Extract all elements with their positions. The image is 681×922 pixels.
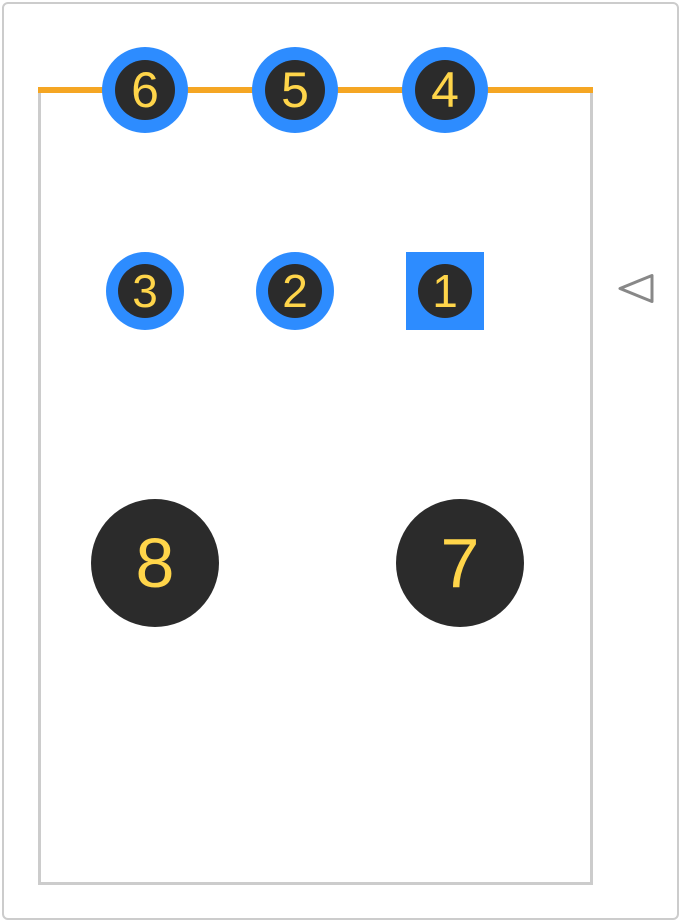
pin-5: 5 <box>252 47 338 133</box>
pin-8: 8 <box>91 499 219 627</box>
pin-6: 6 <box>102 47 188 133</box>
pin-5-label: 5 <box>281 65 309 115</box>
outline-left <box>38 90 41 885</box>
pin-1: 1 <box>406 252 484 330</box>
pin-1-label: 1 <box>432 268 458 314</box>
pin-2: 2 <box>256 252 334 330</box>
component-outline <box>38 90 593 885</box>
pin-7-label: 7 <box>441 528 480 598</box>
pin-7: 7 <box>396 499 524 627</box>
pin-4-label: 4 <box>431 65 459 115</box>
pin-2-label: 2 <box>282 268 308 314</box>
pin-4: 4 <box>402 47 488 133</box>
pin-3-label: 3 <box>132 268 158 314</box>
pin-8-label: 8 <box>136 528 175 598</box>
pin-3: 3 <box>106 252 184 330</box>
pin-6-label: 6 <box>131 65 159 115</box>
diagram-canvas: 1 2 3 4 5 6 7 8 <box>0 0 681 922</box>
pin1-marker-icon <box>618 274 654 309</box>
outline-right <box>590 90 593 885</box>
outline-bottom <box>38 882 593 885</box>
